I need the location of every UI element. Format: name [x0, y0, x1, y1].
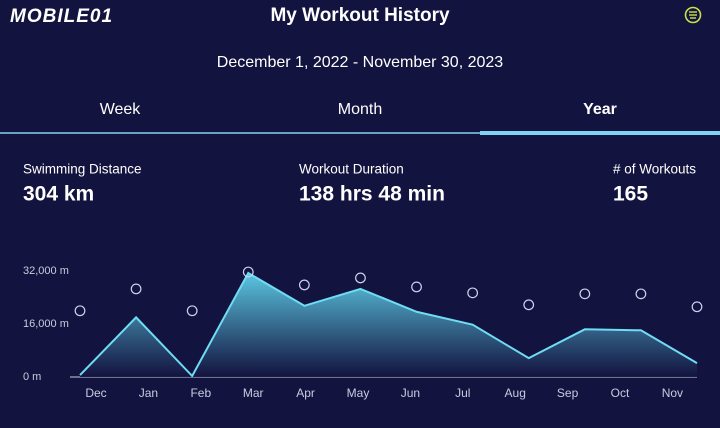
x-tick-label: Feb — [190, 386, 211, 400]
area-line — [79, 271, 698, 378]
x-tick-label: Nov — [662, 386, 683, 400]
tab[interactable]: Year — [583, 101, 617, 118]
x-tick-label: Jun — [401, 386, 420, 400]
point-marker — [523, 299, 535, 311]
active-tab-indicator — [480, 131, 720, 135]
point-marker — [186, 305, 198, 317]
x-tick-label: Apr — [296, 386, 315, 400]
page-title: My Workout History — [270, 5, 450, 26]
logo: MOBILE01 — [10, 6, 113, 27]
y-tick-label: 32,000 m — [23, 265, 69, 277]
y-tick-label: 0 m — [23, 371, 41, 383]
stat-label: # of Workouts — [613, 162, 696, 177]
stat-value: 304 km — [23, 183, 94, 206]
point-marker — [74, 305, 86, 317]
stat-value: 165 — [613, 183, 648, 206]
tab[interactable]: Week — [100, 101, 142, 118]
x-tick-label: Sep — [557, 386, 579, 400]
x-tick-label: Aug — [505, 386, 526, 400]
point-marker — [467, 287, 479, 299]
menu-icon — [684, 6, 702, 24]
stat-value: 138 hrs 48 min — [299, 183, 445, 206]
point-marker — [355, 272, 366, 284]
point-marker — [635, 288, 647, 300]
point-marker — [691, 301, 703, 313]
point-marker — [242, 266, 254, 278]
stat-label: Workout Duration — [299, 162, 404, 177]
stat-label: Swimming Distance — [23, 162, 142, 177]
date-range: December 1, 2022 - November 30, 2023 — [217, 54, 503, 71]
x-tick-label: Dec — [85, 386, 106, 400]
x-tick-label: Oct — [611, 386, 630, 400]
x-tick-label: Jul — [455, 386, 470, 400]
point-marker — [411, 281, 422, 293]
x-tick-label: Mar — [243, 386, 264, 400]
y-tick-label: 16,000 m — [23, 318, 69, 330]
point-marker — [579, 288, 591, 300]
x-tick-label: May — [347, 386, 370, 400]
tab[interactable]: Month — [338, 101, 382, 118]
menu-button[interactable] — [684, 6, 702, 24]
point-marker — [130, 283, 142, 295]
x-tick-label: Jan — [139, 386, 158, 400]
point-marker — [298, 279, 310, 291]
